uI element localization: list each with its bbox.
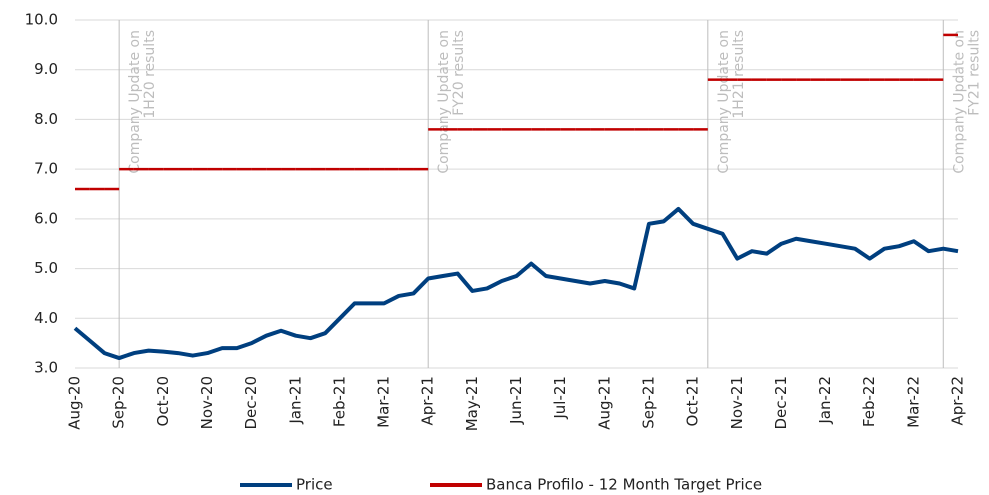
y-tick-label: 7.0 xyxy=(34,160,58,178)
x-tick-label: Aug-21 xyxy=(595,376,613,430)
event-label: Company Update on xyxy=(127,30,143,174)
y-tick-label: 4.0 xyxy=(34,309,58,327)
x-tick-label: Feb-22 xyxy=(860,376,878,427)
price-line xyxy=(73,206,959,361)
x-tick-label: Sep-20 xyxy=(110,376,128,429)
x-tick-label: Oct-21 xyxy=(684,376,702,426)
y-tick-label: 5.0 xyxy=(34,259,58,277)
event-label: Company Update on xyxy=(716,30,732,174)
event-label: 1H21 results xyxy=(731,30,747,119)
y-tick-label: 6.0 xyxy=(34,209,58,227)
event-label: FY21 results xyxy=(966,30,982,116)
event-label: FY20 results xyxy=(451,30,467,116)
x-tick-label: Mar-22 xyxy=(904,376,922,428)
x-tick-label: Sep-21 xyxy=(639,376,657,429)
x-tick-label: Jul-21 xyxy=(551,376,569,420)
x-tick-label: Jun-21 xyxy=(507,376,525,425)
x-tick-label: May-21 xyxy=(463,376,481,431)
legend-label: Banca Profilo - 12 Month Target Price xyxy=(486,476,762,494)
x-tick-label: Apr-22 xyxy=(949,376,967,426)
y-tick-label: 10.0 xyxy=(25,11,58,29)
event-label: 1H20 results xyxy=(142,30,158,119)
x-tick-label: Jan-22 xyxy=(816,376,834,425)
event-label: Company Update on xyxy=(951,30,967,174)
x-tick-label: Aug-20 xyxy=(66,376,84,430)
y-tick-label: 8.0 xyxy=(34,110,58,128)
x-tick-label: Nov-21 xyxy=(728,376,746,429)
x-tick-label: Dec-21 xyxy=(772,376,790,430)
x-tick-label: Jan-21 xyxy=(286,376,304,425)
x-tick-label: Nov-20 xyxy=(198,376,216,429)
event-label: Company Update on xyxy=(436,30,452,174)
x-tick-label: Oct-20 xyxy=(154,376,172,426)
y-tick-label: 9.0 xyxy=(34,60,58,78)
x-tick-label: Feb-21 xyxy=(330,376,348,427)
legend-label: Price xyxy=(296,476,333,494)
x-tick-label: Apr-21 xyxy=(419,376,437,426)
x-tick-label: Dec-20 xyxy=(242,376,260,430)
x-tick-label: Mar-21 xyxy=(375,376,393,428)
y-tick-label: 3.0 xyxy=(34,359,58,377)
